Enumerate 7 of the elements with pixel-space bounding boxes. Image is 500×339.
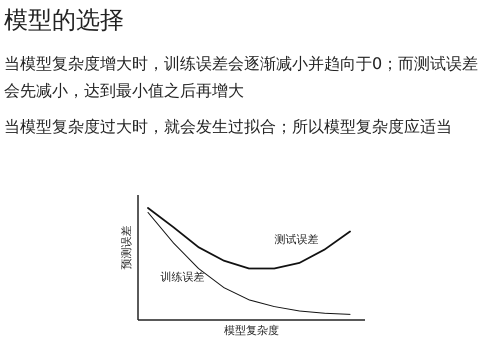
series-label: 训练误差 (160, 270, 204, 284)
y-axis-title: 预测误差 (120, 226, 133, 270)
text: 当模型复杂度过大时，就会发生过拟合；所以模型复杂度应适当 (4, 116, 453, 138)
series-label: 测试误差 (274, 232, 318, 246)
x-axis-title: 模型复杂度 (224, 324, 279, 337)
chart-title: 模型的选择 (4, 5, 124, 36)
text: 当模型复杂度增大时，训练误差会逐渐减小并趋向于0；而测试误差会先减小，达到最小值之后再增大 (4, 53, 480, 102)
